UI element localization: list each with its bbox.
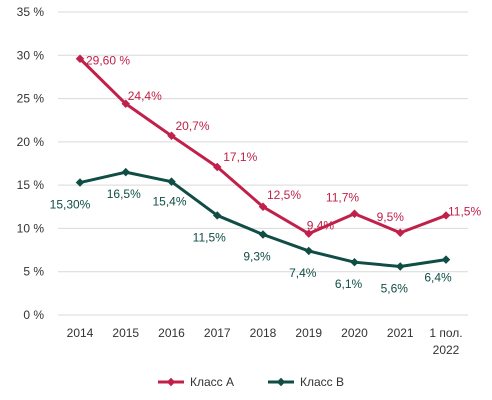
data-point — [350, 257, 359, 267]
y-tick-label: 10 % — [17, 221, 45, 235]
data-label: 7,4% — [289, 266, 317, 280]
legend-label: Класс В — [300, 375, 344, 389]
y-tick-label: 0 % — [23, 308, 44, 322]
y-tick-label: 30 % — [17, 48, 45, 62]
data-label: 16,5% — [107, 187, 141, 201]
y-tick-label: 5 % — [23, 265, 44, 279]
data-label: 29,60 % — [86, 54, 130, 68]
data-point — [350, 209, 359, 218]
data-label: 6,1% — [335, 277, 363, 291]
data-label: 11,5% — [193, 230, 226, 244]
legend-marker — [166, 377, 176, 387]
x-tick-label: 2018 — [250, 326, 277, 340]
y-tick-label: 20 % — [17, 135, 45, 149]
x-tick-label: 2015 — [112, 326, 139, 340]
data-point — [304, 246, 313, 256]
data-label: 15,30% — [50, 198, 91, 212]
x-tick-label: 2016 — [158, 326, 185, 340]
data-label: 11,7% — [326, 191, 359, 205]
data-point — [167, 131, 176, 141]
data-point — [441, 211, 451, 220]
data-point — [121, 167, 130, 177]
data-label: 17,1% — [223, 150, 257, 164]
data-label: 9,4% — [307, 219, 335, 233]
data-point — [213, 211, 222, 220]
y-tick-label: 35 % — [17, 5, 45, 19]
data-label: 20,7% — [176, 119, 210, 133]
data-point — [121, 99, 130, 109]
data-point — [75, 178, 85, 187]
data-point — [75, 54, 85, 63]
x-tick-label: 2019 — [295, 326, 322, 340]
data-point — [213, 162, 222, 172]
x-tick-label: 1 пол. 2022 — [429, 326, 462, 357]
data-label: 24,4% — [128, 89, 162, 103]
data-point — [396, 228, 405, 237]
data-label: 9,3% — [243, 249, 271, 263]
data-label: 5,6% — [381, 282, 409, 296]
x-tick-label: 2014 — [67, 326, 94, 340]
legend-marker — [276, 377, 286, 387]
data-label: 9,5% — [377, 210, 405, 224]
data-label: 6,4% — [424, 271, 452, 285]
y-tick-label: 15 % — [17, 178, 45, 192]
data-label: 12,5% — [267, 188, 301, 202]
x-tick-label: 2020 — [341, 326, 368, 340]
data-point — [167, 177, 176, 186]
data-point — [396, 262, 405, 271]
data-point — [258, 230, 268, 239]
x-tick-label: 2021 — [387, 326, 414, 340]
data-point — [441, 255, 451, 264]
data-point — [304, 229, 313, 238]
legend-label: Класс А — [190, 375, 234, 389]
x-tick-label: 2017 — [204, 326, 231, 340]
data-label: 15,4% — [152, 195, 186, 209]
data-label: 11,5% — [448, 204, 481, 218]
data-point — [258, 202, 268, 212]
y-tick-label: 25 % — [17, 92, 45, 106]
